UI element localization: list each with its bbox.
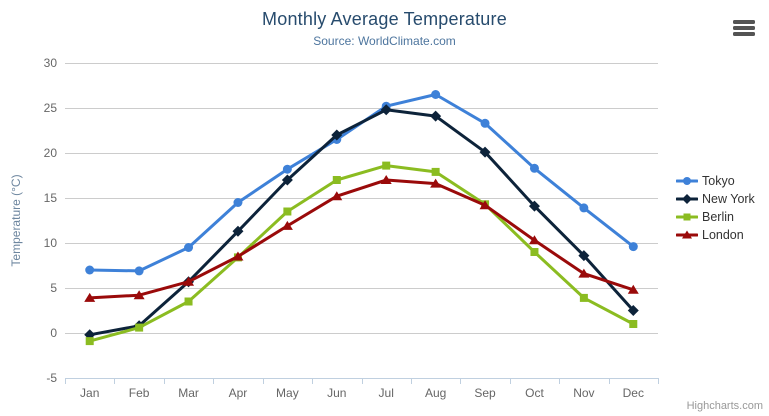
point-new-york-sep[interactable] bbox=[479, 146, 491, 158]
y-axis-label: -5 bbox=[46, 371, 57, 385]
legend-marker-triangle-icon bbox=[676, 230, 698, 239]
point-london-aug[interactable] bbox=[430, 178, 442, 188]
x-axis-label: Jan bbox=[80, 386, 99, 400]
point-tokyo-jan[interactable] bbox=[85, 265, 95, 275]
point-tokyo-oct[interactable] bbox=[529, 163, 539, 173]
point-london-dec[interactable] bbox=[627, 284, 639, 294]
point-berlin-aug[interactable] bbox=[431, 167, 440, 176]
point-london-sep[interactable] bbox=[479, 200, 491, 210]
legend-marker-square bbox=[683, 213, 691, 221]
series-new-york[interactable] bbox=[84, 104, 639, 341]
point-berlin-dec[interactable] bbox=[629, 320, 638, 328]
y-axis-label: 10 bbox=[44, 236, 58, 250]
legend: Tokyo New York Berlin London bbox=[676, 172, 755, 244]
point-new-york-jul[interactable] bbox=[380, 104, 392, 116]
x-axis-label: Mar bbox=[178, 386, 199, 400]
point-london-mar[interactable] bbox=[183, 276, 195, 286]
point-berlin-oct[interactable] bbox=[530, 248, 539, 256]
hamburger-icon bbox=[733, 20, 759, 36]
legend-marker-diamond bbox=[682, 194, 692, 204]
legend-marker-square-icon bbox=[676, 213, 698, 221]
y-axis-label: 25 bbox=[44, 101, 58, 115]
point-tokyo-feb[interactable] bbox=[134, 266, 144, 276]
legend-item-berlin[interactable]: Berlin bbox=[676, 208, 755, 226]
x-axis-label: Aug bbox=[425, 386, 446, 400]
legend-marker-circle-icon bbox=[676, 177, 698, 185]
y-axis-label: 30 bbox=[44, 56, 58, 70]
series-london[interactable] bbox=[84, 175, 639, 302]
y-axis-label: 20 bbox=[44, 146, 58, 160]
x-axis-label: Oct bbox=[525, 386, 544, 400]
chart-title: Monthly Average Temperature bbox=[262, 9, 507, 29]
point-new-york-apr[interactable] bbox=[232, 225, 244, 237]
legend-label: London bbox=[702, 228, 744, 242]
point-new-york-jun[interactable] bbox=[331, 129, 343, 141]
point-tokyo-nov[interactable] bbox=[579, 203, 589, 213]
point-tokyo-mar[interactable] bbox=[184, 243, 194, 252]
export-menu-button[interactable] bbox=[731, 16, 761, 40]
point-berlin-jun[interactable] bbox=[332, 176, 341, 184]
x-axis-label: Dec bbox=[623, 386, 644, 400]
point-new-york-dec[interactable] bbox=[627, 305, 639, 316]
point-london-nov[interactable] bbox=[578, 268, 590, 278]
point-tokyo-apr[interactable] bbox=[233, 198, 243, 207]
y-axis-label: 5 bbox=[50, 281, 57, 295]
point-tokyo-sep[interactable] bbox=[480, 118, 490, 128]
x-axis-label: Apr bbox=[229, 386, 248, 400]
x-axis-label: Jul bbox=[379, 386, 394, 400]
point-london-jun[interactable] bbox=[331, 191, 343, 201]
point-london-oct[interactable] bbox=[528, 235, 540, 245]
legend-item-london[interactable]: London bbox=[676, 226, 755, 244]
point-new-york-may[interactable] bbox=[281, 174, 293, 186]
x-axis-label: Jun bbox=[327, 386, 346, 400]
x-axis-label: Feb bbox=[129, 386, 150, 400]
highcharts-credit[interactable]: Highcharts.com bbox=[686, 400, 763, 412]
legend-marker-diamond-icon bbox=[676, 194, 698, 204]
point-london-may[interactable] bbox=[281, 220, 293, 230]
point-london-feb[interactable] bbox=[133, 290, 145, 300]
point-berlin-jan[interactable] bbox=[85, 337, 94, 346]
hamburger-bar bbox=[733, 26, 755, 30]
legend-marker-circle bbox=[683, 177, 691, 185]
point-new-york-aug[interactable] bbox=[430, 110, 442, 122]
legend-label: Tokyo bbox=[702, 174, 735, 188]
point-tokyo-dec[interactable] bbox=[628, 242, 638, 252]
point-tokyo-aug[interactable] bbox=[431, 90, 441, 99]
hamburger-bar bbox=[733, 20, 755, 24]
series-line-london[interactable] bbox=[88, 178, 635, 300]
y-axis-label: 15 bbox=[44, 191, 58, 205]
legend-item-new-york[interactable]: New York bbox=[676, 190, 755, 208]
point-new-york-nov[interactable] bbox=[578, 250, 590, 262]
point-berlin-jul[interactable] bbox=[382, 161, 391, 170]
y-axis-title: Temperature (°C) bbox=[9, 174, 23, 266]
series-tokyo[interactable] bbox=[85, 90, 638, 276]
series-line-new-york[interactable] bbox=[88, 108, 635, 337]
x-axis-label: Sep bbox=[474, 386, 496, 400]
legend-label: New York bbox=[702, 192, 755, 206]
x-axis-label: May bbox=[276, 386, 299, 400]
point-london-apr[interactable] bbox=[232, 251, 244, 261]
point-berlin-mar[interactable] bbox=[184, 297, 193, 306]
point-berlin-may[interactable] bbox=[283, 207, 292, 216]
hamburger-bar bbox=[733, 32, 755, 36]
point-tokyo-may[interactable] bbox=[282, 164, 292, 174]
y-axis-label: 0 bbox=[50, 326, 57, 340]
point-berlin-feb[interactable] bbox=[135, 323, 144, 332]
point-london-jul[interactable] bbox=[380, 175, 392, 184]
legend-marker-triangle bbox=[682, 230, 692, 239]
legend-item-tokyo[interactable]: Tokyo bbox=[676, 172, 755, 190]
series-line-berlin[interactable] bbox=[88, 164, 635, 343]
point-berlin-nov[interactable] bbox=[579, 293, 588, 302]
chart-subtitle: Source: WorldClimate.com bbox=[313, 34, 456, 48]
point-london-jan[interactable] bbox=[84, 292, 96, 302]
legend-label: Berlin bbox=[702, 210, 734, 224]
point-new-york-oct[interactable] bbox=[528, 200, 540, 212]
x-axis-label: Nov bbox=[573, 386, 594, 400]
